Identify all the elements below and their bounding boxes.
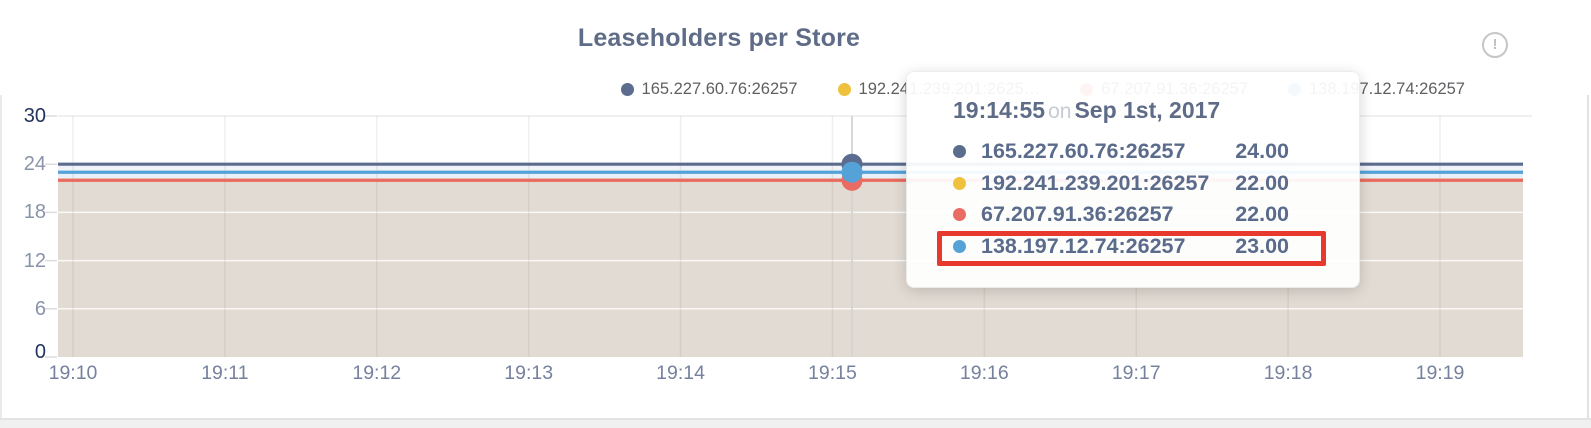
y-axis-label: 6 xyxy=(34,297,46,320)
y-axis-label: 12 xyxy=(23,249,46,272)
tooltip-series-value: 23.00 xyxy=(1235,233,1289,258)
hover-tooltip: 19:14:55 on Sep 1st, 2017 165.227.60.76:26… xyxy=(906,71,1360,288)
tooltip-time: 19:14:55 xyxy=(953,97,1046,123)
tooltip-series-name: 67.207.91.36:26257 xyxy=(981,202,1174,227)
area-fill-mid xyxy=(58,172,1523,181)
x-axis-label: 19:17 xyxy=(1111,362,1161,384)
tooltip-date: Sep 1st, 2017 xyxy=(1074,97,1221,123)
tooltip-row: 165.227.60.76:26257 24.00 xyxy=(907,136,1359,168)
y-axis-label: 24 xyxy=(23,153,46,176)
tooltip-series-value: 24.00 xyxy=(1235,139,1289,164)
tooltip-series-name: 192.241.239.201:26257 xyxy=(981,170,1210,195)
tooltip-on-label: on xyxy=(1048,100,1072,123)
legend-item[interactable]: 165.227.60.76:26257 xyxy=(620,80,798,99)
tooltip-series-dot-icon xyxy=(953,208,966,222)
info-icon[interactable]: ! xyxy=(1482,32,1508,58)
y-axis-label: 18 xyxy=(23,201,46,224)
tooltip-row-highlighted: 138.197.12.74:26257 23.00 xyxy=(907,230,1359,266)
tooltip-timestamp: 19:14:55 on Sep 1st, 2017 xyxy=(953,97,1359,124)
tooltip-series-dot-icon xyxy=(953,239,966,253)
tooltip-series-value: 22.00 xyxy=(1235,202,1289,227)
legend-series-label: 165.227.60.76:26257 xyxy=(641,80,798,98)
panel-right-border xyxy=(1587,95,1589,419)
tooltip-row: 192.241.239.201:26257 22.00 xyxy=(907,168,1359,200)
x-axis-label: 19:11 xyxy=(201,362,249,384)
hover-dot xyxy=(841,161,863,183)
x-axis-label: 19:18 xyxy=(1263,362,1313,384)
x-axis-label: 19:13 xyxy=(504,362,554,384)
legend-series-dot-icon xyxy=(620,83,634,96)
tooltip-series-dot-icon xyxy=(953,145,966,159)
legend-series-dot-icon xyxy=(837,83,851,96)
x-axis-label: 19:12 xyxy=(352,362,402,384)
tooltip-series-name: 138.197.12.74:26257 xyxy=(981,233,1186,258)
chart-title: Leaseholders per Store xyxy=(577,24,861,52)
panel-bottom-border xyxy=(0,418,1591,420)
panel-left-border xyxy=(0,95,2,419)
area-fill-upper xyxy=(58,164,1523,173)
x-axis-label: 19:16 xyxy=(959,362,1009,384)
tooltip-series-dot-icon xyxy=(953,176,966,190)
tooltip-series-name: 165.227.60.76:26257 xyxy=(981,139,1186,164)
x-axis-label: 19:15 xyxy=(808,362,857,384)
y-axis-label: 30 xyxy=(23,105,46,127)
tooltip-row: 67.207.91.36:26257 22.00 xyxy=(907,199,1359,231)
x-axis-label: 19:14 xyxy=(656,362,705,384)
page-background-strip xyxy=(0,420,1591,428)
y-axis-label: 0 xyxy=(34,341,46,363)
x-axis-label: 19:10 xyxy=(48,362,98,384)
tooltip-rows: 165.227.60.76:26257 24.00 192.241.239.201:… xyxy=(907,136,1359,266)
x-axis-label: 19:19 xyxy=(1415,362,1465,384)
tooltip-series-value: 22.00 xyxy=(1235,170,1289,195)
